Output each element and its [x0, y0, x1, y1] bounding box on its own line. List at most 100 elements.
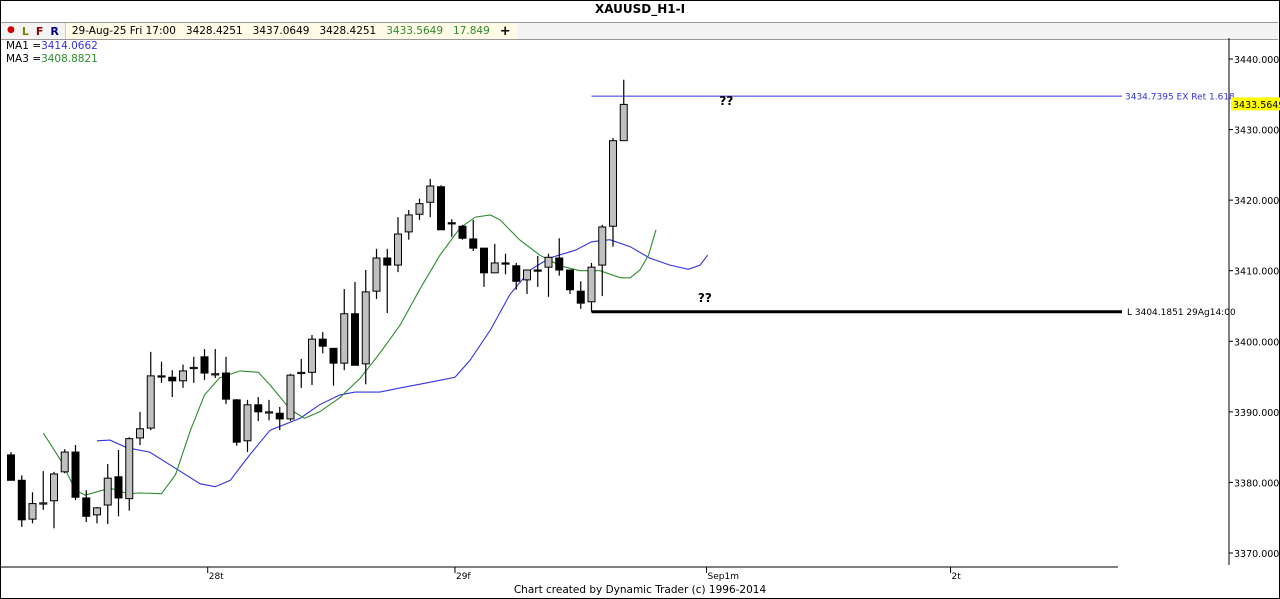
quote-low: 3428.4251 — [319, 25, 377, 37]
candle-body — [17, 479, 26, 521]
candle — [39, 471, 48, 510]
candle — [28, 492, 37, 524]
ma-line-ma1 — [96, 239, 709, 488]
candle-body — [146, 375, 155, 429]
candle-body — [426, 185, 435, 203]
candle — [437, 185, 445, 231]
candle-body — [437, 186, 445, 231]
candle — [576, 281, 585, 309]
question-mark-annotation: ?? — [719, 94, 733, 108]
quote-high: 3437.0649 — [252, 25, 310, 37]
candle — [179, 364, 187, 388]
record-button[interactable]: ● — [7, 24, 15, 35]
candle-body — [28, 503, 37, 520]
x-tick-label: 28t — [209, 572, 224, 582]
candle — [60, 449, 69, 474]
candle — [211, 349, 220, 378]
candle-body — [222, 372, 230, 400]
candle-body — [232, 399, 241, 443]
candle — [286, 373, 295, 422]
candle — [265, 399, 273, 421]
candle — [254, 397, 263, 422]
candle-body — [93, 507, 101, 516]
candle-body — [598, 226, 607, 266]
candle — [609, 138, 617, 247]
candle-body — [490, 262, 499, 274]
ma1-value: 3414.0662 — [41, 40, 98, 52]
r-button[interactable]: R — [50, 24, 59, 38]
candle-body — [555, 257, 564, 271]
level-label: 3434.7395 EX Ret 1.618 — [1125, 93, 1235, 103]
candle-body — [533, 269, 542, 272]
candle — [232, 399, 241, 446]
candle — [480, 247, 488, 287]
candle — [533, 255, 542, 287]
candle-body — [619, 103, 628, 142]
candle — [275, 406, 284, 431]
candle — [544, 253, 553, 297]
candle-body — [286, 374, 295, 420]
quote-bar: 29-Aug-25 Fri 17:00 3428.4251 3437.0649 … — [64, 23, 517, 39]
last-price-tag — [1231, 97, 1280, 111]
candle-body — [157, 375, 166, 378]
candle-body — [576, 290, 585, 304]
ma3-value: 3408.8821 — [41, 53, 98, 65]
candle-body — [136, 428, 144, 439]
candle-body — [318, 338, 327, 347]
candle — [50, 471, 58, 529]
candle — [361, 270, 370, 385]
y-tick-label: 3440.0000 — [1234, 55, 1280, 66]
candle — [394, 217, 402, 273]
candle — [168, 370, 177, 398]
candle-body — [82, 497, 91, 517]
candle — [136, 411, 144, 446]
candle-body — [404, 214, 413, 233]
candle-body — [243, 404, 252, 442]
candle-body — [60, 451, 69, 473]
candle — [598, 224, 607, 297]
candle-body — [480, 247, 488, 274]
candle-body — [544, 256, 553, 268]
candle — [587, 262, 596, 312]
level-label: L 3404.1851 29Ag14:00 — [1127, 308, 1236, 318]
candle — [17, 475, 26, 527]
x-tick-label: 29f — [456, 572, 471, 582]
candle — [82, 490, 91, 522]
x-tick-label: Sep1m — [708, 572, 739, 582]
ma-line-ma3 — [42, 214, 657, 496]
last-price-label: 3433.5649 — [1233, 100, 1280, 111]
l-button[interactable]: L — [21, 24, 29, 38]
candle — [415, 198, 424, 220]
candle-body — [275, 412, 284, 420]
candle-body — [265, 411, 273, 414]
y-tick-label: 3410.0000 — [1234, 267, 1280, 278]
candle — [93, 507, 101, 524]
candle — [189, 356, 198, 383]
candle-body — [200, 356, 209, 374]
candle — [222, 356, 230, 405]
y-tick-label: 3400.0000 — [1234, 337, 1280, 348]
candle — [566, 269, 574, 294]
candle-body — [254, 404, 263, 413]
candle — [200, 349, 209, 381]
candle-body — [523, 269, 531, 281]
candle-body — [7, 454, 15, 481]
candle — [619, 79, 628, 142]
ma3-label: MA3 = — [6, 53, 42, 65]
y-tick-label: 3370.0000 — [1234, 549, 1280, 560]
toolbar: ● L F R 29-Aug-25 Fri 17:00 3428.4251 34… — [1, 22, 1278, 40]
candle-body — [340, 313, 349, 364]
ma1-label: MA1 = — [6, 40, 42, 52]
f-button[interactable]: F — [35, 24, 44, 38]
candle-body — [351, 313, 359, 366]
candle-body — [469, 238, 478, 249]
candle — [243, 399, 252, 453]
candle — [404, 210, 413, 240]
ma1-readout: MA1 =3414.0662 — [6, 40, 98, 52]
candle-body — [103, 477, 112, 506]
add-icon[interactable]: + — [499, 23, 511, 39]
y-tick-label: 3420.0000 — [1234, 196, 1280, 207]
candle-body — [50, 473, 58, 502]
candle — [523, 269, 531, 294]
